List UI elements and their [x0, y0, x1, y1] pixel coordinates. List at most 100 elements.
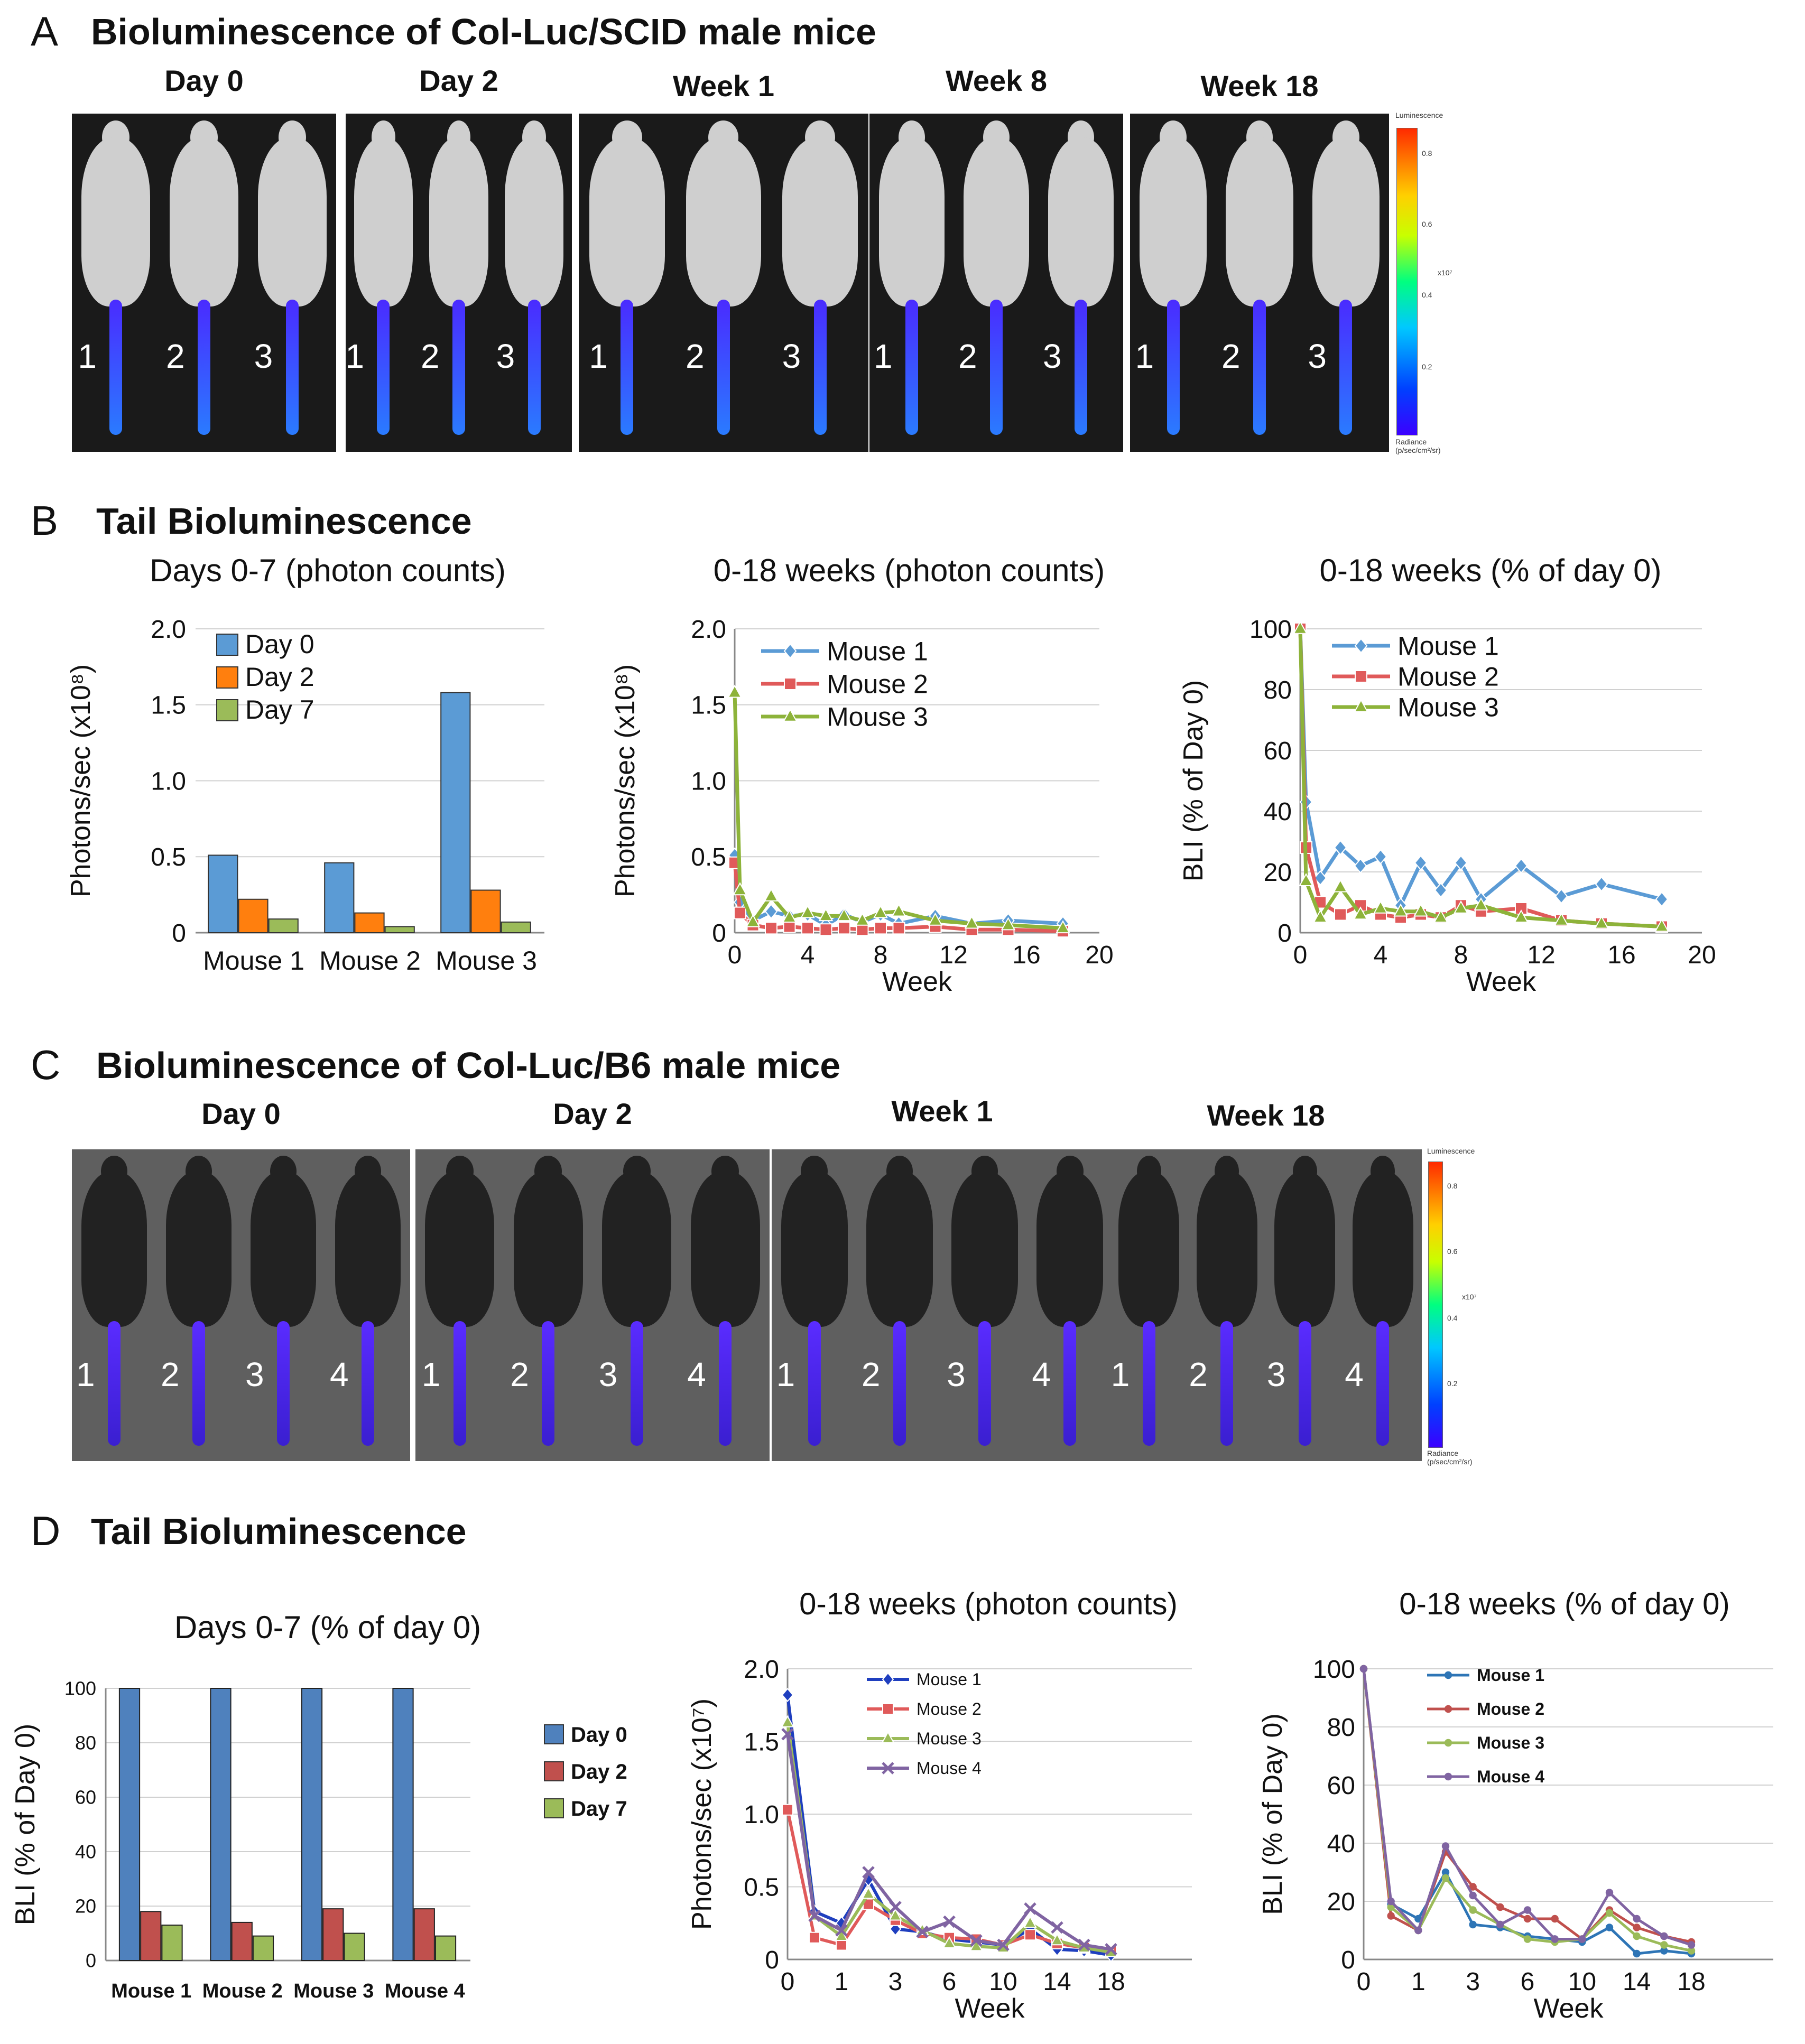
data-point	[964, 915, 979, 929]
mouse: 3	[254, 114, 327, 452]
legend-label: Mouse 1	[1397, 631, 1499, 661]
data-point	[1393, 903, 1408, 917]
x-tick-label: 16	[1607, 941, 1635, 969]
mouse: 1	[589, 114, 665, 452]
data-point	[928, 912, 943, 926]
data-point	[1551, 1915, 1559, 1923]
mouse: 1	[1135, 114, 1207, 452]
x-tick-label: 1	[1411, 1968, 1426, 1996]
data-point	[1333, 879, 1348, 893]
x-tick-label: 18	[1097, 1968, 1125, 1996]
mouse: 2	[862, 1149, 933, 1461]
mouse-number: 4	[330, 1355, 349, 1394]
series-mouse-4	[1359, 1665, 1696, 1949]
bar	[501, 921, 531, 933]
mouse-number: 1	[346, 337, 364, 376]
legend-entry: Mouse 1	[867, 1670, 982, 1689]
legend-label: Day 0	[571, 1723, 627, 1746]
data-point	[1441, 1842, 1450, 1850]
data-point	[1660, 1932, 1668, 1940]
y-tick-label: 2.0	[151, 616, 186, 644]
chart-d3: 0-18 weeks (% of day 0) 0 20 40 60 80 100 0 1 3 6 1…	[1257, 1587, 1773, 2024]
scale-unit: x10⁷	[1462, 1293, 1477, 1301]
data-point	[873, 905, 888, 918]
legend-entry: Mouse 4	[867, 1759, 982, 1778]
data-point	[1354, 699, 1368, 712]
y-tick-label: 40	[1327, 1830, 1355, 1858]
x-tick-label: 6	[942, 1968, 957, 1996]
data-point	[1359, 1665, 1368, 1673]
mouse: 2	[510, 1149, 583, 1461]
image-label: Day 0	[201, 1097, 281, 1130]
panel-b-title: Tail Bioluminescence	[96, 500, 472, 542]
y-axis-label: Photons/sec (x10⁸)	[66, 664, 96, 897]
legend-label: Mouse 4	[1477, 1767, 1544, 1786]
x-tick-label: 16	[1012, 941, 1040, 969]
x-tick-label: 6	[1521, 1968, 1535, 1996]
category-label: Mouse 4	[385, 1980, 465, 2002]
panel-c-color-scale: Luminescence 0.8 0.6 x10⁷ 0.4 0.2 Radian…	[1427, 1147, 1496, 1466]
chart-d2: 0-18 weeks (photon counts) 0 0.5 1.0 1.5 2.0 0…	[687, 1587, 1192, 2024]
data-point	[1496, 1903, 1504, 1911]
data-point	[1523, 1906, 1532, 1914]
legend-entry: Mouse 1	[1427, 1666, 1544, 1685]
data-point	[782, 1804, 793, 1816]
legend-entry: Mouse 3	[1427, 1733, 1544, 1752]
y-tick-label: 60	[75, 1787, 96, 1808]
bar	[208, 854, 238, 933]
data-point	[874, 922, 887, 935]
data-point	[1441, 1874, 1450, 1882]
legend-label: Mouse 2	[827, 670, 928, 699]
legend-label: Mouse 1	[1477, 1666, 1544, 1685]
data-point	[1551, 1935, 1559, 1943]
mouse: 4	[330, 1149, 401, 1461]
data-point	[891, 903, 906, 917]
data-point	[1605, 1924, 1614, 1931]
mouse-number: 3	[245, 1355, 264, 1394]
category-label: Mouse 1	[203, 946, 304, 975]
mouse: 4	[1345, 1149, 1413, 1461]
x-tick-label: 12	[1527, 941, 1555, 969]
mouse-number: 2	[510, 1355, 529, 1394]
data-point	[942, 1936, 956, 1948]
data-point	[818, 908, 834, 922]
y-tick-label: 20	[75, 1896, 96, 1917]
mouse-number: 1	[776, 1355, 795, 1394]
data-point	[727, 684, 742, 698]
chart-b2: 0-18 weeks (photon counts) 0 0.5 1.0 1.5 2.0 0…	[610, 553, 1114, 993]
image-label: Week 18	[1207, 1099, 1325, 1132]
data-point	[1474, 897, 1488, 911]
data-point	[1334, 840, 1347, 856]
mouse-image: 1 2 3	[72, 114, 336, 452]
data-point	[1469, 1883, 1477, 1891]
mouse: 2	[1221, 114, 1293, 452]
data-point	[783, 708, 798, 722]
mouse: 3	[1308, 114, 1380, 452]
scale-tick: 0.6	[1447, 1247, 1458, 1256]
data-point	[1444, 1705, 1452, 1713]
x-tick-label: 8	[1454, 941, 1468, 969]
scale-unit: x10⁷	[1438, 268, 1452, 277]
y-tick-label: 0	[172, 919, 186, 947]
scale-tick: 0.8	[1422, 149, 1432, 157]
data-point	[1444, 1739, 1452, 1747]
data-point	[1001, 917, 1016, 931]
data-point	[1056, 920, 1070, 934]
x-axis-label: Week	[955, 1993, 1025, 2024]
data-point	[888, 1908, 902, 1921]
panel-d-letter: D	[31, 1508, 61, 1554]
y-tick-label: 40	[1264, 798, 1292, 826]
data-point	[1334, 908, 1347, 921]
series-line	[786, 1722, 1112, 1954]
data-point	[745, 914, 761, 927]
panel-a-letter: A	[31, 8, 59, 54]
data-point	[1353, 906, 1368, 920]
legend-entry: Mouse 2	[1332, 662, 1499, 692]
data-point	[1387, 1912, 1395, 1920]
x-tick-label: 3	[1466, 1968, 1480, 1996]
x-axis-label: Week	[882, 967, 952, 993]
data-point	[1633, 1932, 1641, 1940]
mouse: 2	[686, 114, 762, 452]
color-scale-bar	[1396, 128, 1418, 435]
data-point	[800, 905, 815, 918]
